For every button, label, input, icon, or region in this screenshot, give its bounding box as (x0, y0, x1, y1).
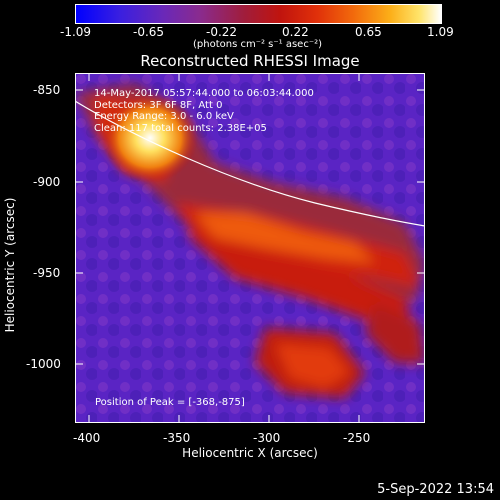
colorbar-tick-label: 0.22 (282, 25, 309, 39)
info-clean-counts: Clean: 117 total counts: 2.38E+05 (94, 122, 267, 134)
y-tick-label: -1000 (26, 357, 61, 371)
colorbar-tick-label: -0.65 (133, 25, 165, 39)
info-energy-range: Energy Range: 3.0 - 6.0 keV (94, 111, 234, 122)
x-tick-label: -350 (163, 431, 191, 445)
y-tick-label: -950 (33, 266, 61, 280)
x-tick-label: -300 (253, 431, 281, 445)
x-axis-label: Heliocentric X (arcsec) (182, 446, 318, 460)
info-time-range: 14-May-2017 05:57:44.000 to 06:03:44.000 (94, 88, 314, 99)
rhessi-image (75, 73, 425, 423)
colorbar-tick-label: -1.09 (60, 25, 92, 39)
peak-position-label: Position of Peak = [-368,-875] (95, 397, 245, 408)
plot-frame (75, 73, 425, 423)
info-detectors: Detectors: 3F 6F 8F, Att 0 (94, 99, 223, 111)
emission-peak (102, 93, 198, 183)
plot-title: Reconstructed RHESSI Image (140, 52, 360, 70)
y-axis-label: Heliocentric Y (arcsec) (3, 197, 17, 333)
y-tick-label: -850 (33, 83, 61, 97)
colorbar-tick-label: 0.65 (355, 25, 382, 39)
timestamp: 5-Sep-2022 13:54 (377, 482, 494, 497)
colorbar-tick-label: 1.09 (427, 25, 454, 39)
colorbar-tick-label: -0.22 (206, 25, 238, 39)
y-tick-label: -900 (33, 175, 61, 189)
x-axis-ticks (88, 73, 360, 423)
colorbar-units-label: (photons cm⁻² s⁻¹ asec⁻²) (192, 39, 323, 50)
solar-limb (75, 100, 425, 227)
x-tick-label: -400 (73, 431, 101, 445)
y-axis-ticks (75, 89, 425, 365)
observation-info: 14-May-2017 05:57:44.000 to 06:03:44.000… (94, 88, 314, 134)
x-tick-label: -250 (343, 431, 371, 445)
colorbar (75, 4, 442, 24)
